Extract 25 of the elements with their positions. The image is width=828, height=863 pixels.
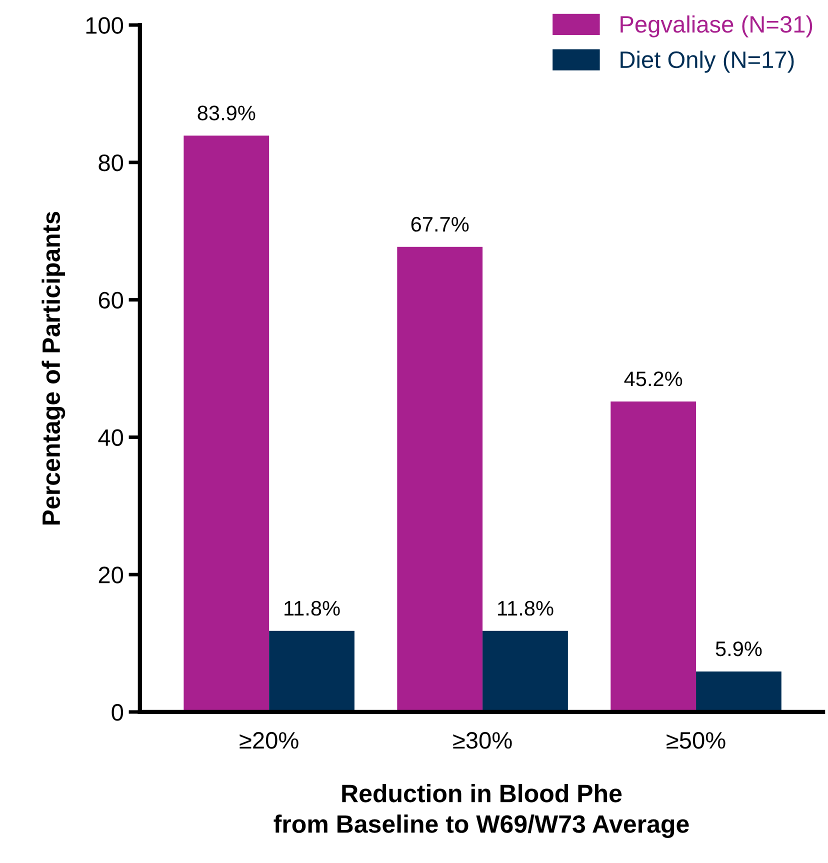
y-tick-label: 80 bbox=[98, 154, 124, 172]
data-label: 11.8% bbox=[284, 600, 340, 616]
data-label: 5.9% bbox=[716, 641, 762, 656]
legend-label: Pegvaliase (N=31) bbox=[620, 15, 812, 38]
bar bbox=[397, 246, 483, 712]
bar bbox=[696, 671, 782, 712]
x-tick-label: ≥50% bbox=[666, 732, 726, 749]
x-tick-label: ≥30% bbox=[453, 732, 512, 749]
y-tick-label: 40 bbox=[98, 429, 124, 446]
y-tick-label: 20 bbox=[98, 566, 124, 584]
bar bbox=[482, 630, 568, 712]
y-tick-label: 60 bbox=[98, 292, 124, 309]
data-label: 83.9% bbox=[198, 106, 256, 120]
legend-label: Diet Only (N=17) bbox=[620, 50, 794, 73]
data-label: 67.7% bbox=[411, 216, 469, 232]
x-axis-title: Reduction in Blood Phe from Baseline to W69/W73 Average bbox=[274, 784, 689, 838]
y-axis-title: Percentage of Participants bbox=[42, 212, 66, 525]
y-tick-label: 0 bbox=[112, 704, 124, 721]
bar bbox=[269, 630, 354, 712]
data-label: 11.8% bbox=[498, 600, 554, 616]
bar bbox=[610, 401, 696, 712]
x-tick-label: ≥20% bbox=[240, 732, 298, 749]
y-tick-label: 100 bbox=[86, 17, 124, 34]
bar bbox=[184, 136, 270, 712]
data-label: 45.2% bbox=[624, 371, 682, 386]
